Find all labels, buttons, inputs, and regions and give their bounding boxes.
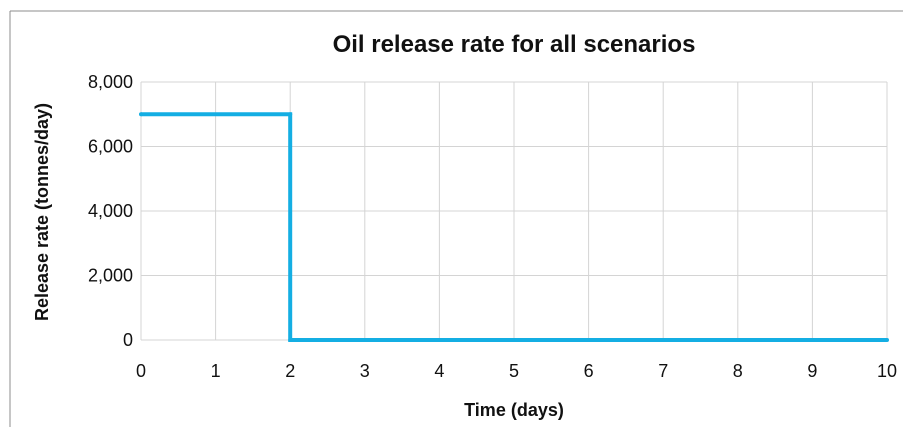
x-tick-label: 10 <box>877 361 897 381</box>
x-tick-label: 7 <box>658 361 668 381</box>
y-tick-label: 4,000 <box>88 201 133 221</box>
series-layer <box>139 112 889 342</box>
x-tick-label: 2 <box>285 361 295 381</box>
x-axis-title: Time (days) <box>464 400 564 420</box>
y-tick-label: 2,000 <box>88 266 133 286</box>
x-tick-label: 9 <box>807 361 817 381</box>
y-tick-label: 8,000 <box>88 72 133 92</box>
x-tick-label: 5 <box>509 361 519 381</box>
chart-title: Oil release rate for all scenarios <box>333 31 696 58</box>
gridlines <box>140 81 888 341</box>
x-tick-label: 6 <box>584 361 594 381</box>
data-point <box>885 338 889 342</box>
x-tick-label: 0 <box>136 361 146 381</box>
y-tick-label: 0 <box>123 330 133 350</box>
data-point <box>139 112 143 117</box>
x-tick-label: 1 <box>211 361 221 381</box>
x-tick-label: 3 <box>360 361 370 381</box>
x-tick-label: 4 <box>434 361 444 381</box>
data-point <box>288 338 293 342</box>
tick-labels: 0 2,000 4,000 6,000 8,000 0 1 2 3 4 5 6 7 8 9 10 <box>88 72 897 381</box>
y-axis-title: Release rate (tonnes/day) <box>32 103 52 321</box>
data-point <box>288 112 293 117</box>
series-line <box>141 112 887 342</box>
x-tick-label: 8 <box>733 361 743 381</box>
y-tick-label: 6,000 <box>88 137 133 157</box>
